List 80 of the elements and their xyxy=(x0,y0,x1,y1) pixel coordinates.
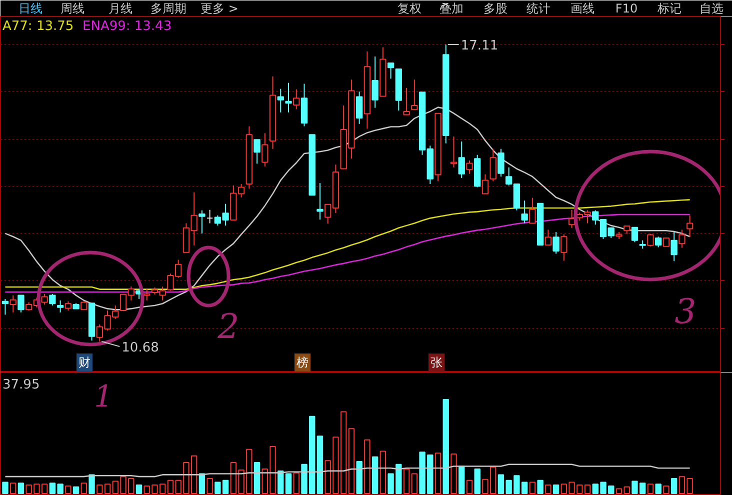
candlestick xyxy=(529,197,536,224)
text: F10 xyxy=(615,2,638,16)
candlestick xyxy=(64,300,72,312)
text: 标记 xyxy=(656,2,682,16)
text: 画线 xyxy=(570,2,594,16)
text: 日线 xyxy=(18,2,42,16)
text: 周线 xyxy=(60,2,84,16)
text: 榜 xyxy=(296,356,308,370)
candlestick xyxy=(277,88,284,113)
candlestick xyxy=(49,293,56,306)
bar xyxy=(552,484,560,494)
bar xyxy=(2,482,8,494)
text: 财 xyxy=(78,356,90,370)
text: 月线 xyxy=(108,2,132,16)
candlestick xyxy=(411,79,418,110)
candlestick xyxy=(544,229,552,246)
text: 多周期 xyxy=(150,2,186,16)
candlestick xyxy=(254,139,260,164)
annotation: 17.11 xyxy=(460,38,498,54)
bar xyxy=(372,456,378,494)
candlestick xyxy=(316,182,324,220)
text: 多股 xyxy=(484,2,508,16)
bar xyxy=(655,484,662,494)
annotation: 3 xyxy=(674,292,696,332)
candlestick xyxy=(2,298,9,316)
annotation: 1 xyxy=(94,380,114,414)
candlestick xyxy=(285,82,292,113)
candlestick xyxy=(490,148,496,182)
text: ENA99: 13.43 xyxy=(82,19,172,34)
candlestick xyxy=(647,233,654,247)
candlestick xyxy=(655,236,662,248)
text: 37.95 xyxy=(2,378,40,392)
candlestick xyxy=(18,294,24,313)
candlestick xyxy=(262,132,268,167)
candlestick xyxy=(560,234,568,262)
candlestick xyxy=(387,62,394,80)
bar xyxy=(88,474,95,494)
bar xyxy=(136,484,142,494)
text: 张 xyxy=(430,356,442,370)
candlestick xyxy=(552,232,560,254)
candlestick xyxy=(10,294,16,313)
candlestick xyxy=(498,148,504,178)
text: 统计 xyxy=(526,2,550,16)
candlestick xyxy=(482,174,489,194)
bar xyxy=(72,486,80,494)
text: 复权 xyxy=(398,2,422,16)
text: 自选 xyxy=(700,2,724,16)
annotation: 10.68 xyxy=(122,340,159,356)
bar xyxy=(254,462,260,494)
bar xyxy=(537,480,544,494)
candlestick xyxy=(678,229,686,248)
bar xyxy=(285,473,292,494)
bar xyxy=(356,461,362,494)
candlestick xyxy=(144,288,150,301)
text: 更多 > xyxy=(200,2,238,16)
bar xyxy=(670,478,678,494)
candlestick xyxy=(458,141,465,178)
bar xyxy=(18,482,24,494)
candlestick xyxy=(206,209,214,224)
candlestick xyxy=(631,226,638,243)
candlestick xyxy=(198,210,206,234)
bar xyxy=(442,399,449,494)
bar xyxy=(458,466,465,494)
text: A77: 13.75 xyxy=(2,19,74,34)
candlestick xyxy=(293,88,300,110)
bar xyxy=(198,473,206,494)
annotation: 2 xyxy=(216,307,240,347)
candlestick xyxy=(56,300,64,313)
candlestick xyxy=(41,293,48,306)
text: 叠加 xyxy=(440,2,464,16)
candlestick xyxy=(686,214,694,238)
candlestick xyxy=(372,56,378,108)
candlestick xyxy=(466,160,473,174)
candlestick xyxy=(356,91,363,124)
bar xyxy=(474,468,480,494)
bar xyxy=(278,470,284,494)
candlestick xyxy=(403,87,410,116)
candlestick xyxy=(670,232,678,262)
candlestick xyxy=(521,200,528,224)
bar xyxy=(316,436,324,494)
